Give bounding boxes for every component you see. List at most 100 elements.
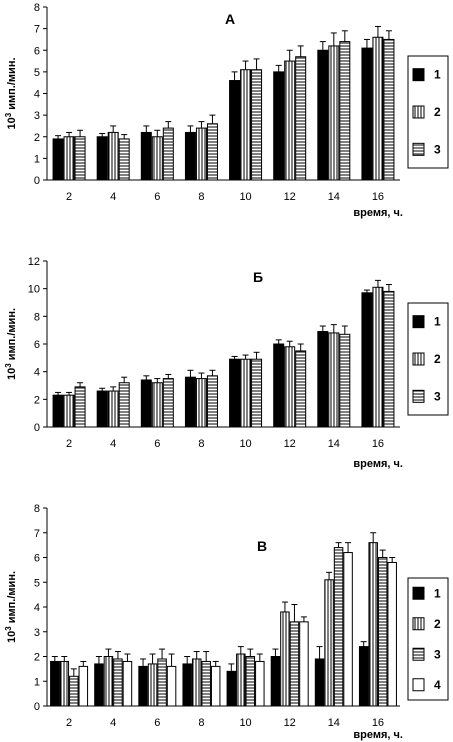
y-tick-label: 2 — [34, 132, 40, 144]
legend-label-3: 3 — [434, 142, 441, 156]
x-tick-label: 4 — [110, 438, 116, 450]
bar-series-2 — [147, 663, 158, 707]
bar-series-1 — [229, 80, 241, 181]
x-tick-label: 14 — [328, 717, 340, 729]
bar-series-2 — [195, 378, 207, 428]
x-tick-label: 12 — [284, 717, 296, 729]
bar-series-2 — [151, 382, 163, 428]
bar-series-1 — [317, 331, 329, 428]
bar-series-3 — [206, 375, 218, 428]
bar-series-2 — [103, 656, 114, 707]
bar-series-3 — [69, 675, 79, 707]
x-axis-label: время, ч. — [353, 458, 403, 470]
bar-series-3 — [74, 136, 86, 181]
legend-swatch-2 — [412, 617, 425, 631]
bar-series-2 — [107, 131, 119, 181]
y-tick-label: 5 — [34, 67, 40, 79]
bar-series-1 — [138, 665, 148, 707]
legend-swatch-3 — [412, 647, 425, 661]
bar-series-3 — [377, 557, 388, 707]
y-tick-label: 0 — [34, 701, 40, 713]
y-tick-label: 1 — [34, 153, 40, 165]
panel-title: Б — [253, 269, 263, 285]
bar-series-3 — [383, 38, 395, 181]
bar-series-3 — [118, 382, 130, 428]
bar-series-4 — [122, 660, 133, 707]
bar-series-2 — [107, 390, 119, 428]
legend-swatch-1 — [412, 586, 425, 600]
bar-series-1 — [270, 656, 281, 707]
bar-series-3 — [245, 656, 256, 707]
x-tick-label: 10 — [239, 191, 251, 203]
x-tick-label: 10 — [239, 438, 251, 450]
y-axis-label: 103 имп./мин. — [4, 308, 18, 380]
legend-swatch-1 — [412, 315, 425, 329]
x-tick-label: 6 — [154, 191, 160, 203]
bar-series-1 — [52, 138, 64, 181]
bar-series-1 — [361, 292, 373, 428]
bar-series-4 — [343, 552, 353, 707]
x-tick-label: 8 — [198, 438, 204, 450]
bar-series-4 — [166, 665, 177, 707]
legend-swatch-2 — [412, 352, 425, 366]
bar-series-2 — [328, 45, 340, 181]
y-tick-label: 6 — [34, 553, 40, 565]
bar-series-3 — [251, 358, 263, 428]
bar-series-3 — [162, 378, 174, 428]
bar-series-4 — [387, 561, 397, 707]
legend-label-2: 2 — [434, 105, 441, 119]
bar-series-1 — [229, 358, 241, 428]
y-axis-label: 103 имп./мин. — [4, 571, 18, 643]
bar-series-3 — [113, 658, 123, 707]
bar-series-1 — [140, 131, 152, 181]
x-tick-label: 2 — [66, 717, 72, 729]
x-tick-label: 10 — [239, 717, 251, 729]
x-tick-label: 6 — [154, 438, 160, 450]
bar-series-1 — [182, 663, 192, 707]
legend: 1 2 3 4 — [407, 577, 449, 701]
bar-series-3 — [289, 621, 300, 707]
y-tick-label: 7 — [34, 528, 40, 540]
bar-series-3 — [157, 658, 167, 707]
bar-series-3 — [201, 660, 211, 707]
y-axis-label: 103 имп./мин. — [4, 57, 18, 129]
bar-series-1 — [358, 646, 369, 707]
legend-label-2: 2 — [434, 617, 441, 631]
bar-series-1 — [273, 71, 285, 181]
bar-series-3 — [339, 333, 351, 428]
bar-series-2 — [240, 69, 252, 181]
bar-series-2 — [236, 653, 246, 707]
bar-series-2 — [284, 60, 296, 181]
bar-series-2 — [368, 542, 378, 707]
bar-series-4 — [255, 660, 265, 707]
bar-series-2 — [284, 346, 296, 428]
y-tick-label: 5 — [34, 577, 40, 589]
bar-series-3 — [251, 69, 263, 181]
bar-series-1 — [94, 663, 104, 707]
bar-series-2 — [328, 332, 340, 428]
panel-title: А — [225, 11, 235, 27]
bar-series-1 — [361, 47, 373, 181]
y-tick-label: 10 — [28, 284, 40, 296]
bar-series-2 — [63, 394, 75, 428]
x-tick-label: 16 — [372, 191, 384, 203]
bar-series-3 — [383, 290, 395, 428]
y-tick-label: 3 — [34, 110, 40, 122]
bar-series-1 — [184, 131, 196, 181]
x-tick-label: 8 — [198, 717, 204, 729]
bar-series-2 — [63, 136, 75, 181]
x-tick-label: 8 — [198, 191, 204, 203]
y-tick-label: 4 — [34, 602, 40, 614]
y-tick-label: 4 — [34, 89, 40, 101]
x-tick-label: 4 — [110, 717, 116, 729]
bar-series-1 — [96, 390, 108, 428]
x-tick-label: 2 — [66, 438, 72, 450]
bar-series-1 — [273, 343, 285, 428]
legend-label-4: 4 — [434, 678, 441, 692]
x-tick-label: 16 — [372, 438, 384, 450]
x-tick-label: 12 — [284, 438, 296, 450]
bar-series-1 — [184, 376, 196, 428]
bar-series-3 — [295, 56, 307, 181]
bar-series-1 — [52, 394, 64, 428]
